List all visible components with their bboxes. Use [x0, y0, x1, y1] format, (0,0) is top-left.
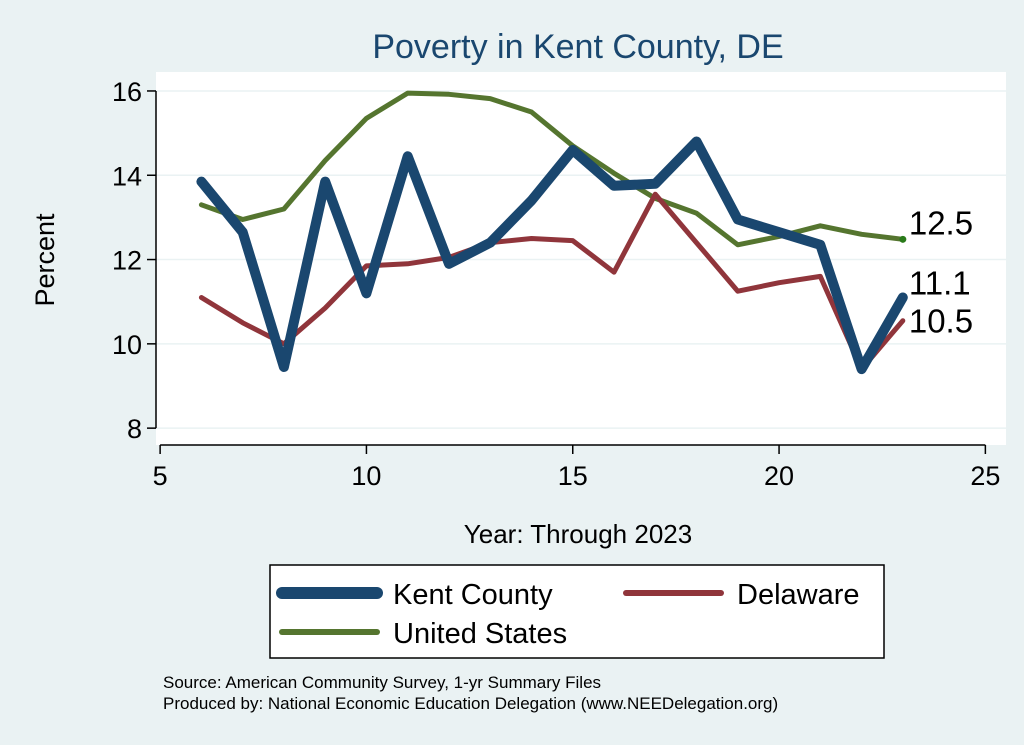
series-layer: [196, 90, 908, 375]
end-point-united-states: [899, 235, 907, 243]
produced-by-note: Produced by: National Economic Education…: [163, 694, 778, 713]
legend: Kent County Delaware United States: [269, 564, 885, 659]
legend-label-united-states: United States: [393, 618, 567, 650]
end-label-kent-county: 11.1: [909, 264, 971, 301]
end-label-united-states: 12.5: [909, 204, 973, 241]
plot-area: [156, 72, 1006, 445]
series-line-delaware: [198, 191, 906, 372]
source-note: Source: American Community Survey, 1-yr …: [163, 673, 601, 692]
legend-box: [269, 564, 885, 659]
y-tick-label-14: 14: [112, 161, 142, 191]
end-labels: 11.110.5 12.5: [909, 204, 973, 339]
x-tick-label-25: 25: [970, 461, 1000, 491]
y-tick-label-16: 16: [112, 77, 142, 107]
axes: 8 10 12 14 16 5 10 15 20 25: [112, 77, 1000, 491]
y-tick-label-8: 8: [127, 414, 142, 444]
x-axis-label: Year: Through 2023: [464, 519, 692, 549]
y-axis-label: Percent: [30, 213, 60, 307]
end-label-delaware: 10.5: [909, 303, 973, 340]
x-tick-label-15: 15: [558, 461, 588, 491]
y-tick-label-12: 12: [112, 246, 142, 276]
x-tick-label-5: 5: [153, 461, 168, 491]
series-line-kent-county: [196, 136, 908, 375]
chart-title: Poverty in Kent County, DE: [372, 28, 783, 66]
x-tick-label-20: 20: [764, 461, 794, 491]
legend-label-delaware: Delaware: [737, 579, 860, 611]
x-tick-label-10: 10: [351, 461, 381, 491]
y-tick-label-10: 10: [112, 330, 142, 360]
legend-label-kent-county: Kent County: [393, 579, 553, 611]
gridlines: [156, 90, 1006, 429]
